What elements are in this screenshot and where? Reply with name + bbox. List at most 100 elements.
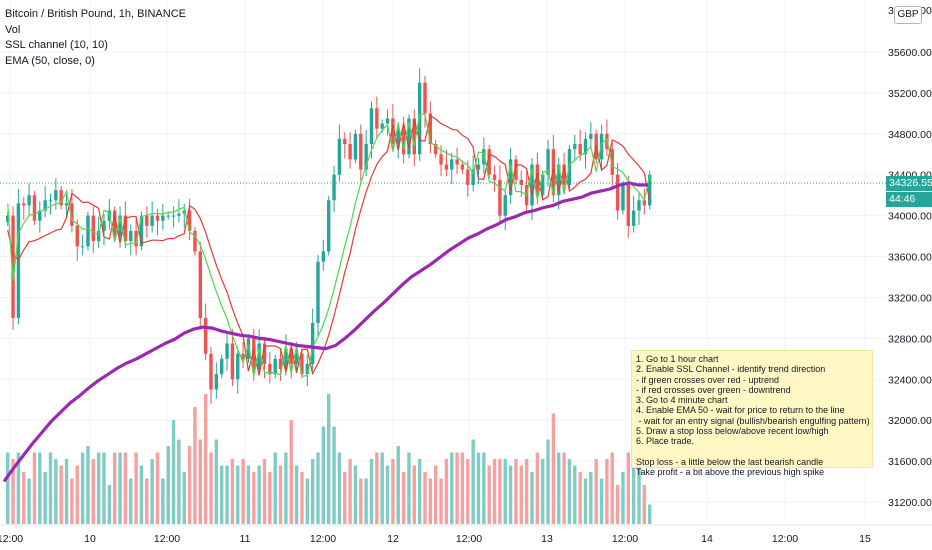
volume-bar [150,459,154,524]
volume-bar [492,459,497,524]
volume-bar [482,452,486,524]
note-line: Stop loss - a little below the last bear… [636,456,824,467]
volume-bar [621,472,625,524]
strategy-note[interactable]: 1. Go to 1 hour chart 2. Enable SSL Chann… [631,350,873,477]
candle-body [246,338,251,359]
volume-bar [241,459,245,524]
candle-body [541,174,545,196]
note-line: 2. Enable SSL Channel - identify trend d… [636,364,826,375]
volume-bar [321,426,326,524]
volume-bar [428,478,433,524]
candle-body [407,118,411,155]
volume-bar [113,452,117,524]
candle-body [412,118,416,155]
volume-bar [118,452,122,524]
candle-body [123,215,128,242]
candle-body [252,338,256,370]
volume-bar [401,472,406,524]
volume-bar [353,465,358,524]
volume-bar [27,478,31,524]
candle-body [450,159,454,170]
candle-body [6,215,10,222]
candle-body [353,133,358,160]
volume-bar [230,459,235,524]
candle-body [519,179,523,185]
volume-bar [193,407,197,524]
volume-bar [22,472,26,524]
candle-body [391,118,395,145]
volume-bar [471,439,475,524]
volume-bar [59,465,63,524]
candle-body [589,133,593,139]
volume-bar [75,465,79,524]
candle-body [348,144,352,160]
volume-bar [257,465,261,524]
candle-body [466,169,470,185]
volume-bar [631,459,636,524]
volume-bar [134,452,138,524]
volume-bar [129,478,133,524]
price-axis-label: 31600.00 [888,456,932,468]
candle-body [573,144,577,150]
candle-body [284,348,288,370]
candle-body [492,174,497,180]
volume-bar [177,439,181,524]
price-axis-label: 33200.00 [888,292,932,304]
volume-bar [171,420,176,524]
volume-bar [369,459,374,524]
currency-badge[interactable]: GBP [894,6,922,24]
price-axis-label: 34800.00 [888,129,932,141]
volume-bar [343,472,347,524]
price-axis-label: 35600.00 [888,47,932,59]
volume-bar [466,459,470,524]
ema-50-line [2,181,648,483]
price-axis-label: 35200.00 [888,88,932,100]
candle-body [498,179,502,216]
symbol-title[interactable]: Bitcoin / British Pound, 1h, BINANCE [5,8,186,20]
time-axis: 12:00 10 12:00 11 12:00 12 12:00 13 12:00 14 12:00… [0,524,932,545]
time-axis-label: 12:00 [310,533,336,545]
time-axis-label: 13 [541,533,553,545]
candle-body [27,195,31,206]
volume-bar [310,459,315,524]
current-price-tag: 34326.55 [886,176,932,191]
legend-ema[interactable]: EMA (50, close, 0) [5,54,95,67]
candle-body [503,195,507,216]
candle-body [268,363,272,375]
volume-bar [252,472,256,524]
candle-body [70,203,74,226]
candle-body [578,144,582,155]
candle-body [209,353,213,390]
time-axis-label: 12:00 [772,533,798,545]
time-axis-label: 12:00 [456,533,482,545]
price-axis-label: 34000.00 [888,211,932,223]
candle-body [631,210,636,226]
candle-body [80,246,85,248]
candlestick-series [6,68,652,404]
candle-body [316,261,320,324]
volume-bar [637,465,641,524]
volume-bar [262,459,267,524]
note-line: 6. Place trade. [636,436,695,447]
candle-body [514,159,518,180]
candle-body [59,190,63,206]
legend-volume[interactable]: Vol [5,23,21,36]
volume-bar [460,452,465,524]
candle-body [294,353,299,364]
candle-body [129,230,133,242]
candle-body [396,128,400,145]
candle-body [417,82,422,155]
time-axis-label: 12:00 [0,533,23,545]
candle-body [134,230,138,247]
volume-bar [535,452,540,524]
candle-body [551,149,556,196]
volume-bar [145,478,149,524]
volume-bar [412,465,416,524]
volume-bar [273,452,277,524]
legend-ssl-channel[interactable]: SSL channel (10, 10) [5,39,108,51]
volume-bar [348,459,352,524]
candle-body [610,149,614,175]
candle-body [48,200,53,202]
volume-bar [508,465,513,524]
candle-body [428,113,433,145]
